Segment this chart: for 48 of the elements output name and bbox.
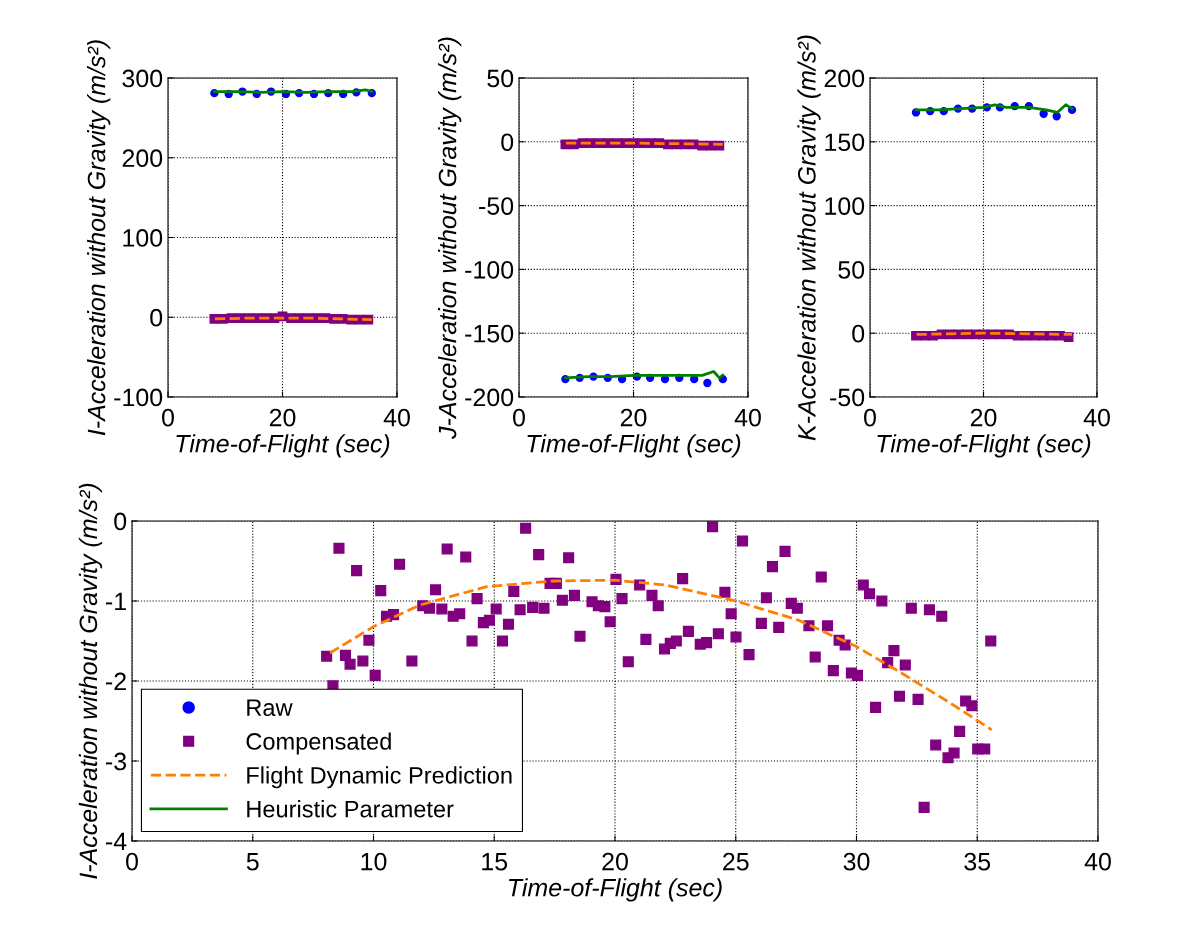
x-tick-label: 15: [482, 853, 508, 871]
y-tick-label: 300: [122, 69, 163, 88]
x-tick-label: 40: [1084, 852, 1111, 871]
y-tick-label: -100: [114, 388, 163, 407]
x-tick-label: 40: [1083, 408, 1110, 427]
legend-label: Heuristic Parameter: [247, 800, 454, 818]
x-tick-label: 10: [361, 852, 387, 871]
y-tick-label: -1: [106, 592, 126, 611]
y-tick-label: 100: [825, 197, 865, 215]
x-tick-label: 20: [970, 408, 997, 427]
y-tick-label: -4: [106, 832, 127, 851]
y-tick-label: -200: [465, 388, 514, 407]
legend-label: Raw: [247, 699, 293, 716]
y-tick-label: 0: [150, 308, 163, 327]
y-tick-label: -100: [465, 261, 514, 279]
y-tick-label: -50: [830, 388, 865, 407]
y-axis-title: K-Acceleration without Gravity (m/s²): [797, 35, 821, 441]
y-tick-label: 0: [852, 324, 865, 343]
x-tick-label: 40: [734, 408, 761, 427]
x-axis-title: Time-of-Flight (sec): [527, 434, 741, 458]
y-tick-label: 0: [501, 133, 514, 152]
y-tick-label: -150: [465, 324, 514, 343]
x-tick-label: 40: [383, 408, 410, 427]
x-tick-label: 20: [620, 408, 647, 427]
y-tick-label: 0: [114, 512, 127, 531]
y-axis-title: J-Acceleration without Gravity (m/s²): [438, 37, 462, 439]
x-tick-label: 20: [269, 408, 296, 427]
y-tick-label: -3: [106, 752, 127, 771]
y-axis-title: I-Acceleration without Gravity (m/s²): [87, 40, 111, 436]
x-axis-title: Time-of-Flight (sec): [877, 434, 1091, 458]
y-tick-label: 50: [838, 261, 865, 279]
y-tick-label: -2: [106, 672, 126, 691]
x-tick-label: 20: [602, 852, 628, 871]
x-axis-title: Time-of-Flight (sec): [176, 434, 390, 458]
legend-label: Compensated: [246, 732, 391, 755]
y-axis-title: I-Acceleration without Gravity (m/s²): [78, 483, 103, 879]
y-tick-label: 50: [487, 69, 514, 88]
x-tick-label: 35: [964, 852, 991, 871]
y-tick-label: 200: [824, 69, 865, 88]
y-tick-label: 100: [123, 229, 163, 247]
x-tick-label: 5: [246, 853, 259, 871]
x-axis-title: Time-of-Flight (sec): [509, 878, 722, 902]
legend-label: Flight Dynamic Prediction: [247, 766, 512, 789]
y-tick-label: 200: [122, 149, 163, 168]
x-tick-label: 30: [843, 852, 870, 871]
y-tick-label: -50: [479, 197, 514, 215]
y-tick-label: 150: [825, 133, 865, 152]
x-tick-label: 25: [723, 852, 749, 871]
